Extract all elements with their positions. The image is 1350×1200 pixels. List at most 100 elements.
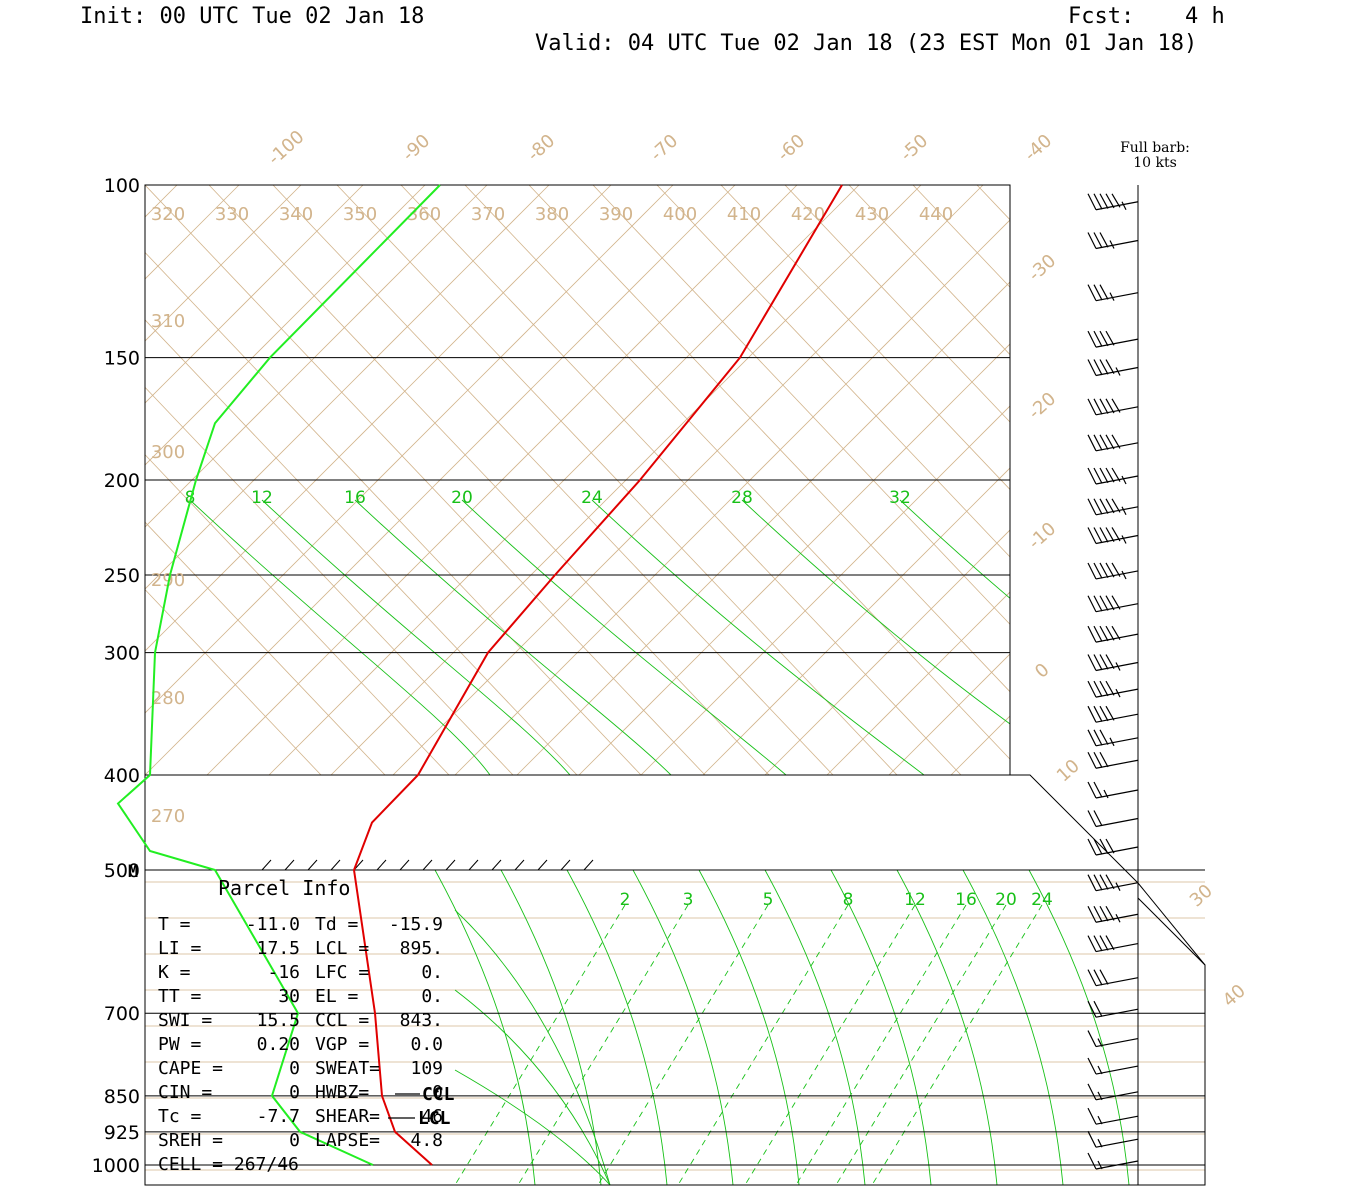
barb-flag: [1087, 905, 1097, 923]
barb-shaft: [1095, 789, 1139, 799]
parcel-row-label-right: SWEAT=: [315, 1058, 380, 1079]
barb-half: [1097, 1091, 1103, 1101]
barb-half: [1103, 789, 1109, 799]
mixing-ratio-label: 8: [843, 890, 854, 910]
barb-shaft: [1095, 1160, 1139, 1170]
moist-adiabat-line: [1028, 870, 1130, 1185]
dry-adiabat-line: [1105, 185, 1350, 775]
mixing-ratio-dashed: [454, 904, 626, 1185]
barb-flag: [1093, 1000, 1103, 1017]
mixing-ratio-label: 24: [581, 488, 603, 508]
barb-shaft: [1095, 570, 1139, 580]
theta-label: 390: [599, 204, 633, 225]
parcel-row-value-left: -7.7: [257, 1106, 300, 1127]
barb-shaft: [1095, 475, 1139, 485]
barb-flag: [1093, 398, 1103, 415]
barb-shaft: [1095, 977, 1139, 987]
barb-flag: [1099, 562, 1109, 579]
parcel-row-value-right: 0.: [421, 962, 443, 983]
barb-half: [1115, 882, 1121, 891]
parcel-info-title: Parcel Info: [218, 876, 350, 900]
barb-flag: [1087, 498, 1097, 516]
wind-barb: [1087, 969, 1139, 987]
barb-shaft: [1095, 759, 1139, 769]
parcel-row-label-left: LI =: [158, 938, 202, 959]
barb-flag: [1087, 193, 1097, 211]
barb-flag: [1111, 625, 1121, 641]
pressure-label: 500: [104, 860, 140, 882]
isotherm-line: [1199, 185, 1350, 775]
barb-flag: [1093, 781, 1103, 798]
mixing-ratio-line: [899, 499, 1010, 599]
isotherm-label: 10: [1053, 755, 1084, 786]
theta-label: 300: [151, 442, 185, 463]
pressure-label: 400: [104, 765, 140, 787]
parcel-row-value-right: 895.: [400, 938, 443, 959]
barb-flag: [1099, 595, 1109, 611]
barb-shaft: [1095, 882, 1139, 892]
parcel-row-label-left: Tc =: [158, 1106, 202, 1127]
barb-flag: [1087, 874, 1097, 891]
lower-panel-border: [144, 775, 1206, 1186]
hatch-mark: [376, 859, 387, 871]
parcel-row-value-right: 843.: [400, 1010, 443, 1031]
barb-flag: [1093, 284, 1103, 301]
wind-barb: [1087, 680, 1139, 698]
mixing-ratio-line: [189, 499, 491, 775]
moist-adiabat-line: [698, 870, 800, 1185]
parcel-row-label-right: CCL =: [315, 1010, 369, 1031]
parcel-row-value-left: 0: [289, 1130, 300, 1151]
mixing-ratio-label: 28: [731, 488, 753, 508]
parcel-row-value-left: 30: [278, 986, 300, 1007]
wind-barb: [1087, 330, 1139, 348]
theta-label: 380: [535, 204, 569, 225]
wind-barb: [1087, 729, 1139, 747]
barb-half: [1121, 201, 1127, 211]
barb-flag: [1105, 595, 1115, 611]
barb-shaft: [1095, 442, 1139, 452]
barb-shaft: [1095, 292, 1139, 302]
barb-flag: [1087, 781, 1097, 799]
barb-flag: [1087, 467, 1097, 485]
wind-legend-line2: 10 kts: [1133, 155, 1177, 171]
mixing-ratio-dashed: [871, 904, 1043, 1185]
wind-barb: [1087, 705, 1139, 723]
wind-barb: [1087, 359, 1139, 377]
mixing-ratio-label: 12: [904, 890, 926, 910]
parcel-row-label-right: Td =: [315, 914, 359, 935]
parcel-row-value-right: 46: [421, 1106, 443, 1127]
barb-flag: [1099, 729, 1109, 745]
mixing-ratio-label: 16: [344, 488, 366, 508]
barb-flag: [1099, 905, 1109, 922]
pressure-label: 200: [104, 470, 140, 492]
parcel-row-label-left: SREH =: [158, 1130, 223, 1151]
isotherm-label: -10: [1024, 518, 1060, 553]
barb-flag: [1093, 905, 1103, 922]
barb-flag: [1093, 935, 1103, 952]
barb-flag: [1087, 751, 1097, 769]
barb-flag: [1093, 751, 1103, 768]
wind-barb: [1087, 874, 1139, 892]
barb-flag: [1099, 680, 1109, 697]
theta-label: 370: [471, 204, 505, 225]
theta-label: 400: [663, 204, 697, 225]
barb-shaft: [1095, 688, 1139, 698]
parcel-row-value-left: 17.5: [257, 938, 300, 959]
barb-flag: [1105, 467, 1115, 483]
barb-flag: [1093, 680, 1103, 697]
lower-grid: [145, 870, 1205, 1185]
barb-flag: [1099, 838, 1109, 855]
barb-flag: [1093, 467, 1103, 484]
barb-half: [1115, 913, 1121, 923]
barb-flag: [1087, 969, 1097, 986]
wind-barb: [1087, 1107, 1139, 1125]
parcel-row-label-left: CIN =: [158, 1082, 212, 1103]
barb-flag: [1105, 359, 1115, 375]
barb-half: [1097, 1160, 1103, 1170]
forecast-hours: 4 h: [1185, 4, 1225, 29]
theta-label: 440: [919, 204, 953, 225]
barb-shaft: [1095, 506, 1139, 516]
mixing-ratio-label: 16: [955, 890, 977, 910]
hatch-mark: [284, 859, 295, 871]
barb-flag: [1093, 232, 1103, 249]
